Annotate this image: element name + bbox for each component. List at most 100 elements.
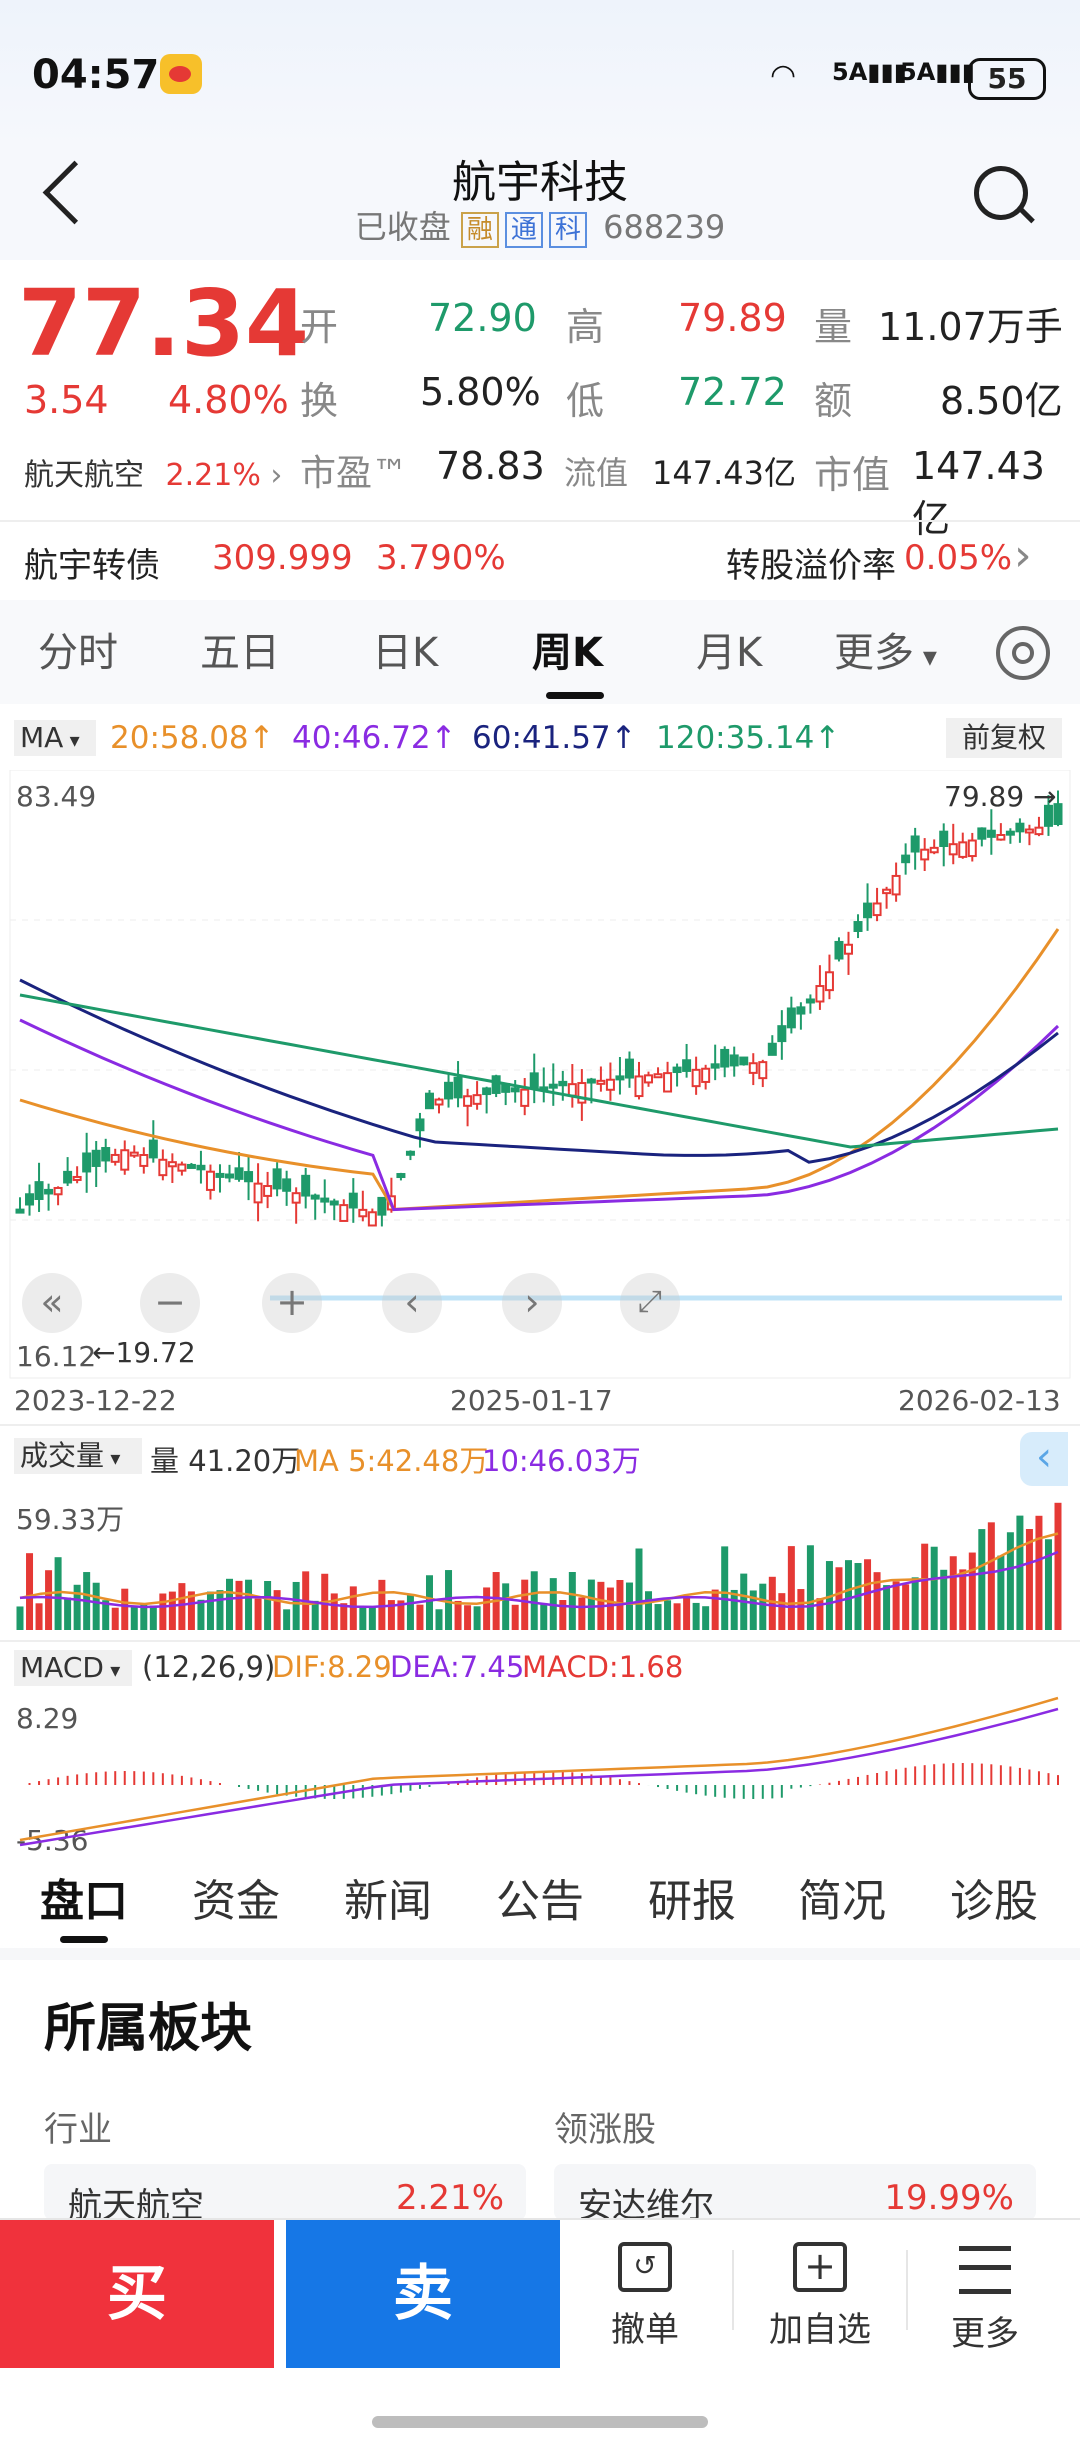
leader-pct: 19.99%: [884, 2178, 1014, 2218]
tab-profile[interactable]: 简况: [798, 1876, 886, 1927]
candle: [377, 1196, 387, 1216]
ma-selector[interactable]: MA ▾: [14, 720, 96, 756]
tab-announcements[interactable]: 公告: [496, 1876, 584, 1927]
volume-bar: [502, 1583, 510, 1630]
tab-funds[interactable]: 资金: [192, 1876, 280, 1927]
sector-link[interactable]: 航天航空 2.21% ›: [24, 450, 282, 494]
volume-bar: [159, 1593, 167, 1630]
volume-bar: [349, 1586, 357, 1630]
chip-rong: 融: [460, 212, 499, 248]
low-label: 低: [566, 379, 605, 423]
kline-chart[interactable]: [0, 770, 1080, 1380]
tab-research[interactable]: 研报: [648, 1876, 736, 1927]
high-value: 79.89: [678, 296, 787, 340]
candle: [139, 1154, 149, 1167]
volume-bar: [197, 1599, 205, 1630]
mcap-label: 市值: [814, 453, 891, 497]
tab-diagnosis[interactable]: 诊股: [950, 1876, 1038, 1927]
zoom-in-icon[interactable]: +: [262, 1273, 322, 1333]
sell-button[interactable]: 卖: [286, 2220, 560, 2368]
volume-bar: [692, 1602, 700, 1630]
more-button[interactable]: 更多: [920, 2220, 1050, 2370]
fullscreen-icon[interactable]: ⤢: [620, 1273, 680, 1333]
divider: [0, 520, 1080, 522]
candle: [558, 1080, 568, 1087]
volume-bar: [216, 1590, 224, 1630]
candle: [205, 1170, 215, 1191]
volume-bar: [625, 1582, 633, 1630]
scroll-left-fast-icon[interactable]: «: [22, 1273, 82, 1333]
candle: [158, 1158, 168, 1177]
scroll-right-icon[interactable]: ›: [502, 1273, 562, 1333]
volume-bar: [1025, 1529, 1033, 1630]
tab-intraday[interactable]: 分时: [38, 630, 118, 676]
volume-bar: [435, 1609, 443, 1630]
volume-bar: [149, 1605, 157, 1630]
collapse-panel-icon[interactable]: ‹: [1020, 1432, 1068, 1486]
leader-card[interactable]: 安达维尔 19.99%: [554, 2164, 1036, 2226]
convertible-bond-row[interactable]: 航宇转债 309.999 3.790% 转股溢价率 0.05% ›: [0, 526, 1080, 596]
candle: [34, 1181, 44, 1200]
candle: [644, 1074, 654, 1084]
settings-icon[interactable]: [996, 626, 1050, 680]
battery-icon: 55: [968, 58, 1046, 100]
candle: [415, 1118, 425, 1132]
industry-card[interactable]: 航天航空 2.21%: [44, 2164, 526, 2226]
signal-1-icon: 5A▮▮▮: [832, 58, 907, 86]
volume-bar: [1016, 1515, 1024, 1630]
volume-bar: [749, 1590, 757, 1630]
volume-bar: [883, 1585, 891, 1630]
candle: [939, 830, 949, 848]
candle: [348, 1192, 358, 1209]
add-watchlist-button[interactable]: + 加自选: [750, 2220, 890, 2370]
tab-weekly[interactable]: 周K: [532, 630, 603, 676]
volume-bar: [721, 1546, 729, 1630]
candle: [434, 1098, 444, 1106]
market-status: 已收盘: [354, 208, 451, 246]
volume-bar: [1044, 1539, 1052, 1630]
candle: [634, 1075, 644, 1098]
tab-more[interactable]: 更多 ▾: [834, 630, 937, 676]
scroll-left-icon[interactable]: ‹: [382, 1273, 442, 1333]
tab-daily[interactable]: 日K: [372, 630, 439, 676]
macd-selector[interactable]: MACD ▾: [14, 1650, 132, 1686]
volume-bar: [797, 1589, 805, 1630]
volume-selector[interactable]: 成交量 ▾: [14, 1438, 142, 1474]
industry-label: 行业: [44, 2110, 112, 2150]
candle: [129, 1151, 139, 1157]
tab-five-day[interactable]: 五日: [200, 630, 280, 676]
candle: [472, 1094, 482, 1105]
tab-news[interactable]: 新闻: [344, 1876, 432, 1927]
candle: [863, 902, 873, 919]
candle: [225, 1173, 235, 1179]
volume-ma5-line: [19, 1532, 1059, 1606]
sector-pct: 2.21%: [165, 458, 261, 493]
adjust-selector[interactable]: 前复权: [946, 718, 1062, 758]
open-label: 开: [300, 305, 339, 349]
candle: [682, 1059, 692, 1072]
volume-bar: [425, 1575, 433, 1630]
volume-bar: [540, 1602, 548, 1630]
candle: [148, 1139, 158, 1159]
volume-bar: [187, 1591, 195, 1630]
candle: [663, 1072, 673, 1093]
leader-label: 领涨股: [554, 2110, 656, 2150]
cancel-order-button[interactable]: ↺ 撤单: [580, 2220, 710, 2370]
volume-bar: [959, 1569, 967, 1630]
tab-monthly[interactable]: 月K: [696, 630, 763, 676]
tab-order-book[interactable]: 盘口: [40, 1876, 128, 1927]
candle: [815, 985, 825, 1003]
status-bar: 04:57 ◠ 5A▮▮▮ 5A▮▮▮ 55: [0, 0, 1080, 150]
caret-down-icon: ▾: [104, 1446, 121, 1470]
candle: [672, 1066, 682, 1074]
search-icon[interactable]: [974, 166, 1028, 220]
macd-value: MACD:1.68: [522, 1650, 684, 1684]
candle: [405, 1150, 415, 1156]
candle: [301, 1174, 311, 1197]
candle: [15, 1208, 25, 1214]
candle: [834, 940, 844, 960]
zoom-out-icon[interactable]: −: [140, 1273, 200, 1333]
candle: [491, 1075, 501, 1094]
buy-button[interactable]: 买: [0, 2220, 274, 2368]
candle: [444, 1081, 454, 1100]
